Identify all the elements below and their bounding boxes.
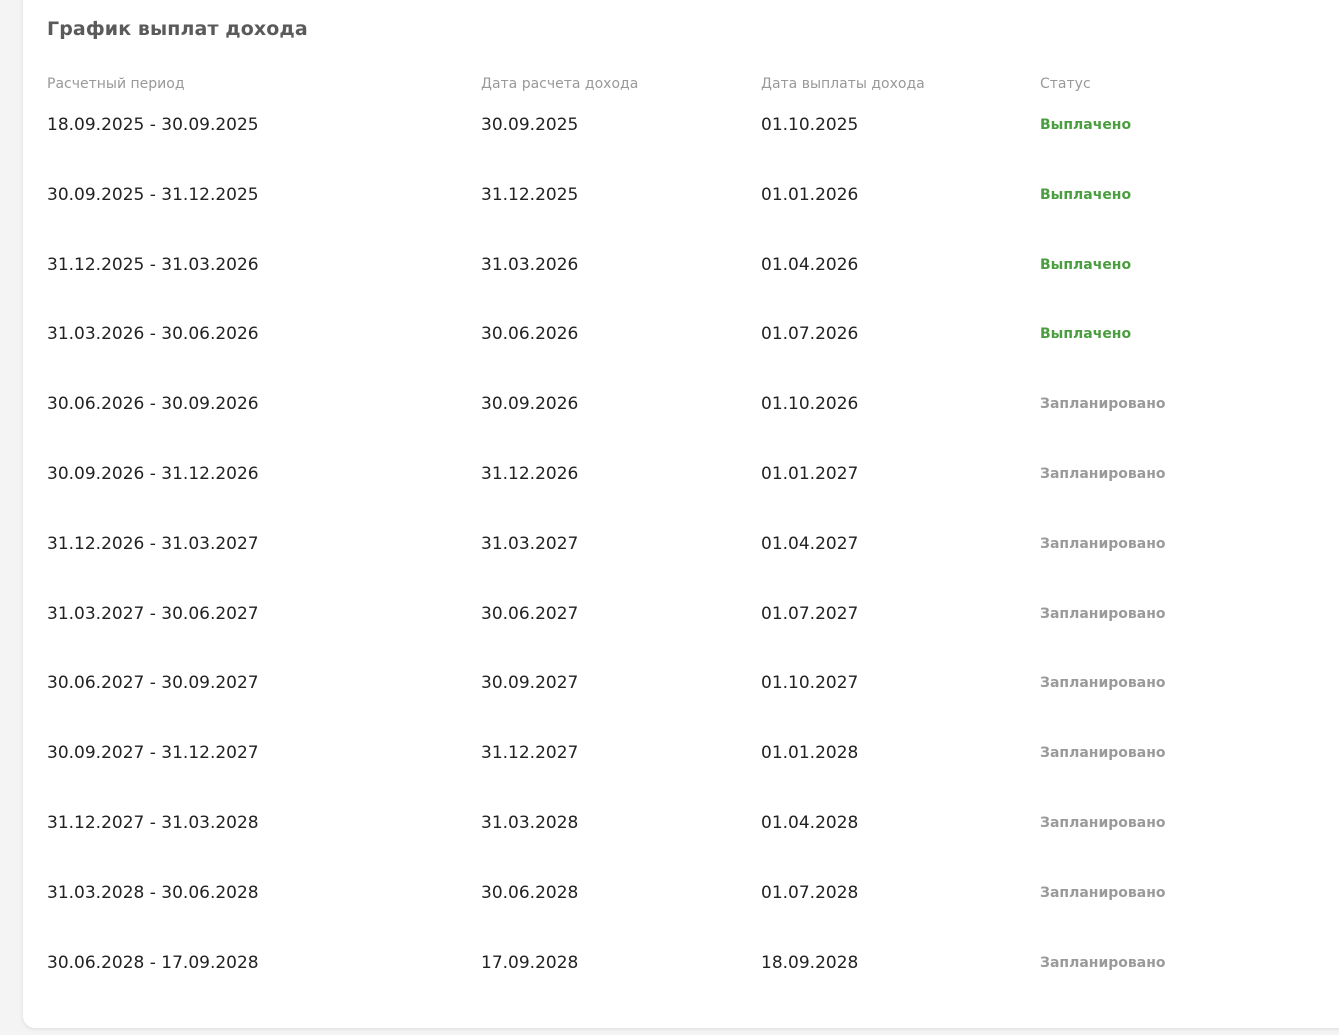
calc-date-cell: 31.03.2028 xyxy=(481,813,579,833)
period-cell: 30.06.2026 - 30.09.2026 xyxy=(47,394,259,414)
period-cell: 31.12.2026 - 31.03.2027 xyxy=(47,534,259,554)
period-cell: 31.12.2027 - 31.03.2028 xyxy=(47,813,259,833)
period-cell: 30.06.2027 - 30.09.2027 xyxy=(47,673,259,693)
pay-date-cell: 01.01.2028 xyxy=(761,743,859,763)
table-header: Расчетный период Дата расчета дохода Дат… xyxy=(47,76,1297,100)
pay-date-cell: 01.10.2025 xyxy=(761,115,859,135)
pay-date-cell: 18.09.2028 xyxy=(761,953,859,973)
status-badge: Запланировано xyxy=(1040,815,1166,831)
period-cell: 31.03.2027 - 30.06.2027 xyxy=(47,604,259,624)
table-row: 18.09.2025 - 30.09.2025 30.09.2025 01.10.2… xyxy=(47,115,1297,139)
pay-date-cell: 01.07.2027 xyxy=(761,604,859,624)
table-row: 30.09.2025 - 31.12.2025 31.12.2025 01.01.2… xyxy=(47,185,1297,209)
calc-date-cell: 17.09.2028 xyxy=(481,953,579,973)
table-row: 31.03.2027 - 30.06.2027 30.06.2027 01.07.2… xyxy=(47,604,1297,628)
period-cell: 30.09.2025 - 31.12.2025 xyxy=(47,185,259,205)
table-row: 31.12.2025 - 31.03.2026 31.03.2026 01.04.2… xyxy=(47,255,1297,279)
column-header-status: Статус xyxy=(1040,76,1091,92)
table-row: 30.06.2026 - 30.09.2026 30.09.2026 01.10.2… xyxy=(47,394,1297,418)
status-badge: Запланировано xyxy=(1040,536,1166,552)
pay-date-cell: 01.01.2027 xyxy=(761,464,859,484)
table-row: 30.09.2027 - 31.12.2027 31.12.2027 01.01.2… xyxy=(47,743,1297,767)
status-badge: Выплачено xyxy=(1040,326,1132,342)
status-badge: Запланировано xyxy=(1040,955,1166,971)
calc-date-cell: 30.06.2028 xyxy=(481,883,579,903)
period-cell: 18.09.2025 - 30.09.2025 xyxy=(47,115,259,135)
calc-date-cell: 30.06.2026 xyxy=(481,324,579,344)
table-row: 31.12.2027 - 31.03.2028 31.03.2028 01.04.2… xyxy=(47,813,1297,837)
period-cell: 31.03.2026 - 30.06.2026 xyxy=(47,324,259,344)
column-header-pay-date: Дата выплаты дохода xyxy=(761,76,925,92)
period-cell: 31.12.2025 - 31.03.2026 xyxy=(47,255,259,275)
table-row: 31.03.2026 - 30.06.2026 30.06.2026 01.07.2… xyxy=(47,324,1297,348)
pay-date-cell: 01.04.2028 xyxy=(761,813,859,833)
calc-date-cell: 30.06.2027 xyxy=(481,604,579,624)
status-badge: Запланировано xyxy=(1040,396,1166,412)
column-header-period: Расчетный период xyxy=(47,76,185,92)
status-badge: Выплачено xyxy=(1040,257,1132,273)
status-badge: Запланировано xyxy=(1040,466,1166,482)
payout-schedule-card: График выплат дохода Расчетный период Да… xyxy=(23,0,1339,1028)
pay-date-cell: 01.04.2026 xyxy=(761,255,859,275)
status-badge: Запланировано xyxy=(1040,675,1166,691)
pay-date-cell: 01.07.2026 xyxy=(761,324,859,344)
status-badge: Выплачено xyxy=(1040,187,1132,203)
status-badge: Выплачено xyxy=(1040,117,1132,133)
table-row: 30.06.2027 - 30.09.2027 30.09.2027 01.10.2… xyxy=(47,673,1297,697)
status-badge: Запланировано xyxy=(1040,606,1166,622)
period-cell: 30.09.2026 - 31.12.2026 xyxy=(47,464,259,484)
column-header-calc-date: Дата расчета дохода xyxy=(481,76,639,92)
calc-date-cell: 31.03.2027 xyxy=(481,534,579,554)
calc-date-cell: 31.03.2026 xyxy=(481,255,579,275)
section-title: График выплат дохода xyxy=(47,18,308,40)
period-cell: 31.03.2028 - 30.06.2028 xyxy=(47,883,259,903)
pay-date-cell: 01.10.2027 xyxy=(761,673,859,693)
pay-date-cell: 01.01.2026 xyxy=(761,185,859,205)
period-cell: 30.06.2028 - 17.09.2028 xyxy=(47,953,259,973)
calc-date-cell: 30.09.2026 xyxy=(481,394,579,414)
pay-date-cell: 01.10.2026 xyxy=(761,394,859,414)
period-cell: 30.09.2027 - 31.12.2027 xyxy=(47,743,259,763)
pay-date-cell: 01.04.2027 xyxy=(761,534,859,554)
status-badge: Запланировано xyxy=(1040,745,1166,761)
calc-date-cell: 31.12.2025 xyxy=(481,185,579,205)
calc-date-cell: 30.09.2025 xyxy=(481,115,579,135)
table-row: 30.06.2028 - 17.09.2028 17.09.2028 18.09.2… xyxy=(47,953,1297,977)
calc-date-cell: 31.12.2026 xyxy=(481,464,579,484)
calc-date-cell: 30.09.2027 xyxy=(481,673,579,693)
table-row: 31.03.2028 - 30.06.2028 30.06.2028 01.07.2… xyxy=(47,883,1297,907)
table-row: 31.12.2026 - 31.03.2027 31.03.2027 01.04.2… xyxy=(47,534,1297,558)
calc-date-cell: 31.12.2027 xyxy=(481,743,579,763)
table-row: 30.09.2026 - 31.12.2026 31.12.2026 01.01.2… xyxy=(47,464,1297,488)
status-badge: Запланировано xyxy=(1040,885,1166,901)
pay-date-cell: 01.07.2028 xyxy=(761,883,859,903)
